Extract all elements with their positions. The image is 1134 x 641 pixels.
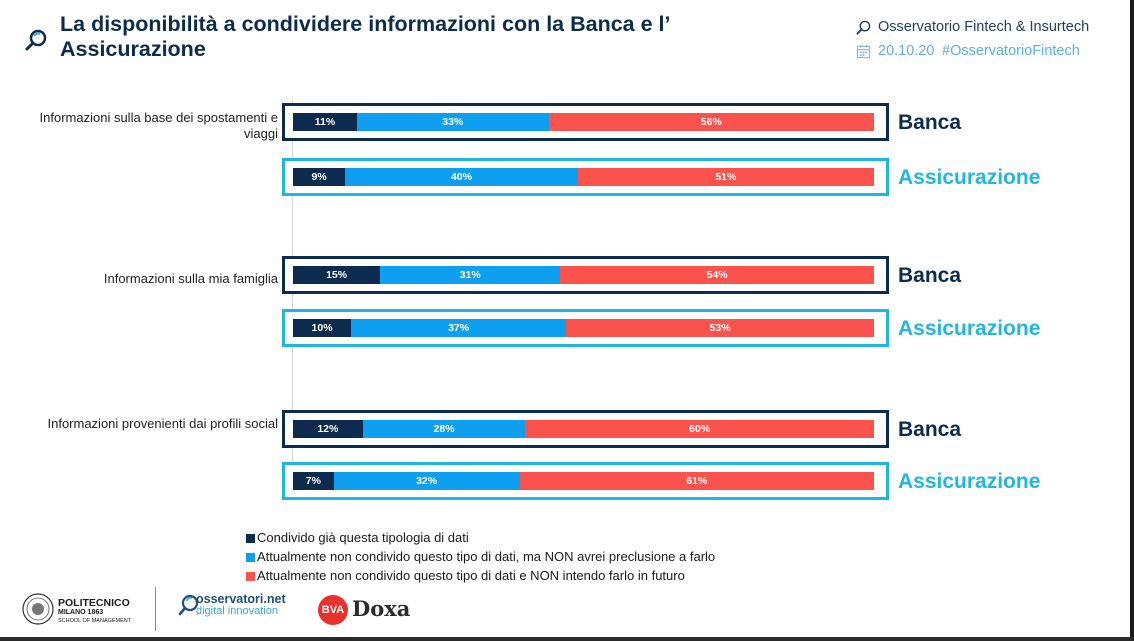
row-label-assic: Assicurazione xyxy=(898,317,1041,340)
bar-track: 9% 40% 51% xyxy=(293,168,874,186)
data-label: 33% xyxy=(442,116,464,128)
bar-segment: 61% xyxy=(519,472,874,490)
row-label-assic: Assicurazione xyxy=(898,166,1041,189)
polimi-school: SCHOOL OF MANAGEMENT xyxy=(58,618,132,624)
bottom-border xyxy=(0,637,1134,641)
bar-segment: 31% xyxy=(380,266,561,284)
category-label: Informazioni sulla base dei spostamenti … xyxy=(39,110,278,141)
bar-segment: 11% xyxy=(293,113,357,131)
data-label: 32% xyxy=(416,475,438,487)
row-label-assic: Assicurazione xyxy=(898,470,1041,493)
data-label: 15% xyxy=(326,269,348,281)
legend-label: Attualmente non condivido questo tipo di… xyxy=(257,568,685,583)
row-label-banca: Banca xyxy=(898,111,962,134)
bar-frame-banca: 15% 31% 54% xyxy=(282,256,889,294)
osservatori-name: osservatori.net xyxy=(196,592,286,606)
bar-segment: 15% xyxy=(293,266,381,284)
axis-line xyxy=(292,100,293,500)
data-label: 28% xyxy=(433,423,455,435)
legend-label: Condivido già questa tipologia di dati xyxy=(257,530,469,545)
bar-track: 11% 33% 56% xyxy=(293,113,874,131)
bar-segment: 53% xyxy=(566,319,874,337)
right-border xyxy=(1130,0,1134,641)
hashtag: #OsservatorioFintech xyxy=(942,43,1080,59)
bar-segment: 33% xyxy=(356,113,549,131)
bar-segment: 60% xyxy=(525,420,874,438)
bar-frame-assic: 9% 40% 51% xyxy=(282,158,889,196)
category-label: Informazioni provenienti dai profili soc… xyxy=(47,416,278,431)
bar-frame-banca: 11% 33% 56% xyxy=(282,103,889,141)
bva-logo: BVA xyxy=(318,595,348,625)
bar-segment: 10% xyxy=(293,319,352,337)
footer: POLITECNICO MILANO 1863 SCHOOL OF MANAGE… xyxy=(0,585,1134,637)
bar-segment: 9% xyxy=(293,168,346,186)
page-title: La disponibilità a condividere informazi… xyxy=(60,12,670,61)
legend-swatch xyxy=(246,553,255,562)
bar-track: 15% 31% 54% xyxy=(293,266,874,284)
brand-name: Osservatorio Fintech & Insurtech xyxy=(878,19,1090,35)
bar-frame-assic: 7% 32% 61% xyxy=(282,462,889,500)
polimi-sub: MILANO 1863 xyxy=(58,609,104,616)
data-label: 11% xyxy=(314,116,336,128)
bar-segment: 54% xyxy=(560,266,874,284)
footer-divider xyxy=(155,587,156,631)
data-label: 7% xyxy=(305,475,321,487)
osservatori-sub: digital innovation xyxy=(196,605,278,617)
data-label: 31% xyxy=(459,269,481,281)
bar-segment: 56% xyxy=(548,113,874,131)
data-label: 56% xyxy=(700,116,722,128)
doxa-logo: Doxa xyxy=(352,596,411,621)
data-label: 37% xyxy=(448,322,470,334)
data-label: 61% xyxy=(686,475,708,487)
data-label: 10% xyxy=(311,322,333,334)
row-label-banca: Banca xyxy=(898,418,962,441)
bar-segment: 37% xyxy=(351,319,567,337)
date-text: 20.10.20 xyxy=(878,43,935,59)
legend-swatch xyxy=(246,572,255,581)
bar-track: 7% 32% 61% xyxy=(293,472,874,490)
bar-segment: 51% xyxy=(577,168,874,186)
bar-track: 10% 37% 53% xyxy=(293,319,874,337)
legend-label: Attualmente non condivido questo tipo di… xyxy=(257,549,716,564)
osservatori-logo-icon xyxy=(178,594,199,616)
data-label: 40% xyxy=(450,171,472,183)
data-label: 9% xyxy=(311,171,327,183)
bar-track: 12% 28% 60% xyxy=(293,420,874,438)
polimi-name: POLITECNICO xyxy=(58,597,130,609)
bar-segment: 32% xyxy=(333,472,520,490)
data-label: 51% xyxy=(715,171,737,183)
bar-segment: 28% xyxy=(362,420,526,438)
category-label: Informazioni sulla mia famiglia xyxy=(103,271,278,286)
bar-segment: 40% xyxy=(345,168,578,186)
bar-segment: 7% xyxy=(293,472,334,490)
legend-swatch xyxy=(246,534,255,543)
bar-frame-banca: 12% 28% 60% xyxy=(282,410,889,448)
bar-segment: 12% xyxy=(293,420,363,438)
calendar-icon xyxy=(856,44,871,59)
polimi-seal-logo xyxy=(22,593,54,625)
data-label: 54% xyxy=(706,269,728,281)
magnifier-icon xyxy=(25,29,47,51)
row-label-banca: Banca xyxy=(898,264,962,287)
data-label: 60% xyxy=(689,423,711,435)
magnifier-icon xyxy=(856,20,871,35)
data-label: 12% xyxy=(317,423,339,435)
bar-frame-assic: 10% 37% 53% xyxy=(282,309,889,347)
data-label: 53% xyxy=(709,322,731,334)
